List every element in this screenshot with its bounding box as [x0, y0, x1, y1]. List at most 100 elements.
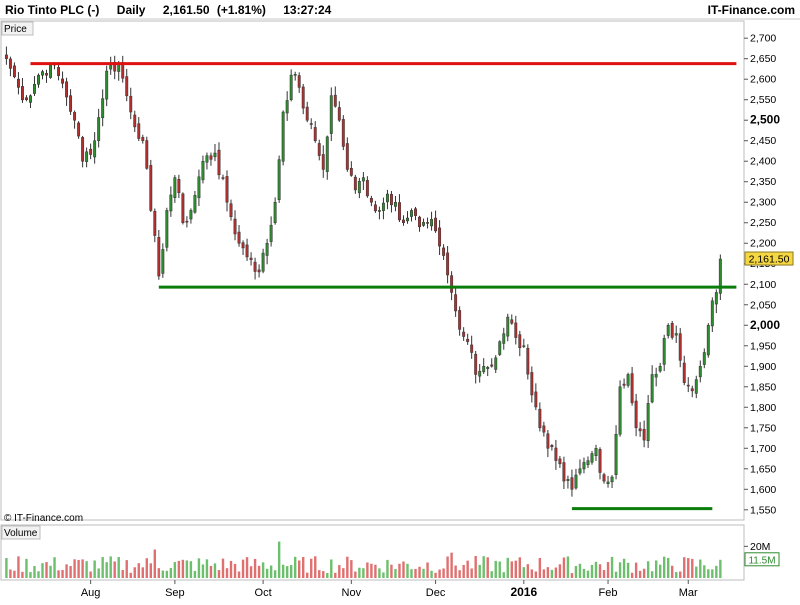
volume-bar — [189, 561, 193, 578]
candle-body — [81, 137, 85, 162]
volume-bar — [582, 568, 586, 578]
volume-bar — [225, 568, 229, 578]
candle-body — [438, 227, 442, 247]
candle-body — [261, 252, 265, 272]
candle-body — [514, 322, 518, 338]
candle-body — [97, 117, 101, 141]
volume-bar — [646, 561, 650, 578]
candle-body — [85, 151, 89, 162]
volume-bar — [671, 565, 674, 578]
candle-body — [474, 353, 478, 375]
volume-bar — [253, 558, 257, 578]
volume-bar — [438, 569, 441, 578]
candle-body — [518, 334, 522, 348]
volume-bar — [406, 563, 409, 578]
price-tick-label: 2,100 — [750, 279, 776, 291]
candle-body — [418, 216, 421, 228]
price-tick-label: 2,650 — [750, 53, 776, 65]
candle-body — [381, 202, 385, 211]
candle-body — [149, 165, 153, 211]
volume-bar — [394, 569, 397, 578]
volume-bar — [41, 563, 44, 578]
candle-body — [498, 341, 502, 355]
candle-body — [702, 352, 706, 365]
volume-bar — [366, 562, 369, 578]
candle-body — [329, 95, 333, 134]
candle-body — [173, 177, 177, 198]
volume-bar — [382, 572, 385, 578]
price-panel — [0, 20, 745, 521]
price-tick-label: 2,500 — [750, 113, 780, 127]
price-tick-label: 2,400 — [750, 156, 776, 168]
volume-bar — [45, 562, 48, 578]
candle-body — [357, 181, 361, 194]
volume-bar — [229, 560, 233, 578]
candle-body — [285, 100, 289, 114]
price-tick-label: 2,250 — [750, 217, 776, 229]
candle-body — [153, 210, 157, 236]
current-price: 2,161.50 — [163, 3, 210, 17]
volume-bar — [566, 556, 570, 578]
volume-bar — [57, 570, 60, 578]
candle-body — [245, 244, 249, 258]
volume-bar — [522, 567, 526, 578]
period-label: Daily — [117, 3, 146, 17]
volume-bar — [105, 562, 108, 578]
candle-body — [209, 155, 213, 160]
candle-body — [706, 325, 710, 356]
volume-bar — [430, 570, 433, 578]
candle-body — [361, 177, 365, 182]
volume-bar — [446, 556, 449, 578]
candle-body — [269, 224, 273, 242]
candle-body — [353, 176, 357, 191]
price-tick-label: 2,550 — [750, 94, 776, 106]
volume-bar — [25, 558, 28, 578]
candle-body — [718, 258, 722, 294]
candle-body — [337, 107, 341, 121]
candle-body — [253, 261, 257, 272]
candle-body — [610, 476, 614, 483]
instrument-name: Rio Tinto PLC (-) — [5, 3, 99, 17]
candle-body — [213, 152, 217, 158]
candle-body — [189, 210, 193, 220]
volume-bar — [618, 562, 622, 578]
candle-body — [506, 316, 510, 337]
candle-body — [494, 357, 498, 370]
volume-bar — [691, 558, 694, 578]
candle-body — [377, 210, 381, 212]
volume-bar — [586, 570, 590, 578]
volume-bar — [201, 564, 205, 578]
candle-body — [217, 149, 221, 176]
candle-body — [470, 344, 474, 353]
header-bar — [0, 0, 800, 19]
candle-body — [550, 445, 554, 448]
volume-series — [5, 541, 722, 578]
price-tick-label: 2,200 — [750, 238, 776, 250]
x-tick-label: Nov — [342, 587, 362, 599]
last-price-badge-box — [744, 251, 794, 266]
volume-bar — [169, 568, 173, 578]
candle-body — [273, 201, 277, 224]
volume-bar — [510, 561, 513, 578]
volume-bar — [602, 569, 606, 578]
price-panel-tag — [1, 21, 34, 36]
candle-body — [77, 122, 81, 137]
candle-body — [430, 219, 434, 227]
candle-body — [137, 123, 141, 139]
candle-body — [642, 428, 646, 441]
volume-bar — [53, 557, 56, 578]
volume-bar — [719, 559, 722, 578]
volume-bar — [37, 571, 40, 578]
candle-body — [606, 481, 610, 485]
x-tick-label: Dec — [426, 587, 446, 599]
candle-body — [225, 176, 229, 203]
volume-bar — [65, 564, 68, 578]
volume-bar — [289, 565, 293, 578]
volume-bar — [69, 566, 72, 578]
candle-body — [698, 366, 702, 378]
x-tick-label: Oct — [255, 587, 272, 599]
volume-bar — [442, 568, 445, 578]
candle-body — [574, 474, 578, 489]
volume-bar — [117, 557, 120, 578]
